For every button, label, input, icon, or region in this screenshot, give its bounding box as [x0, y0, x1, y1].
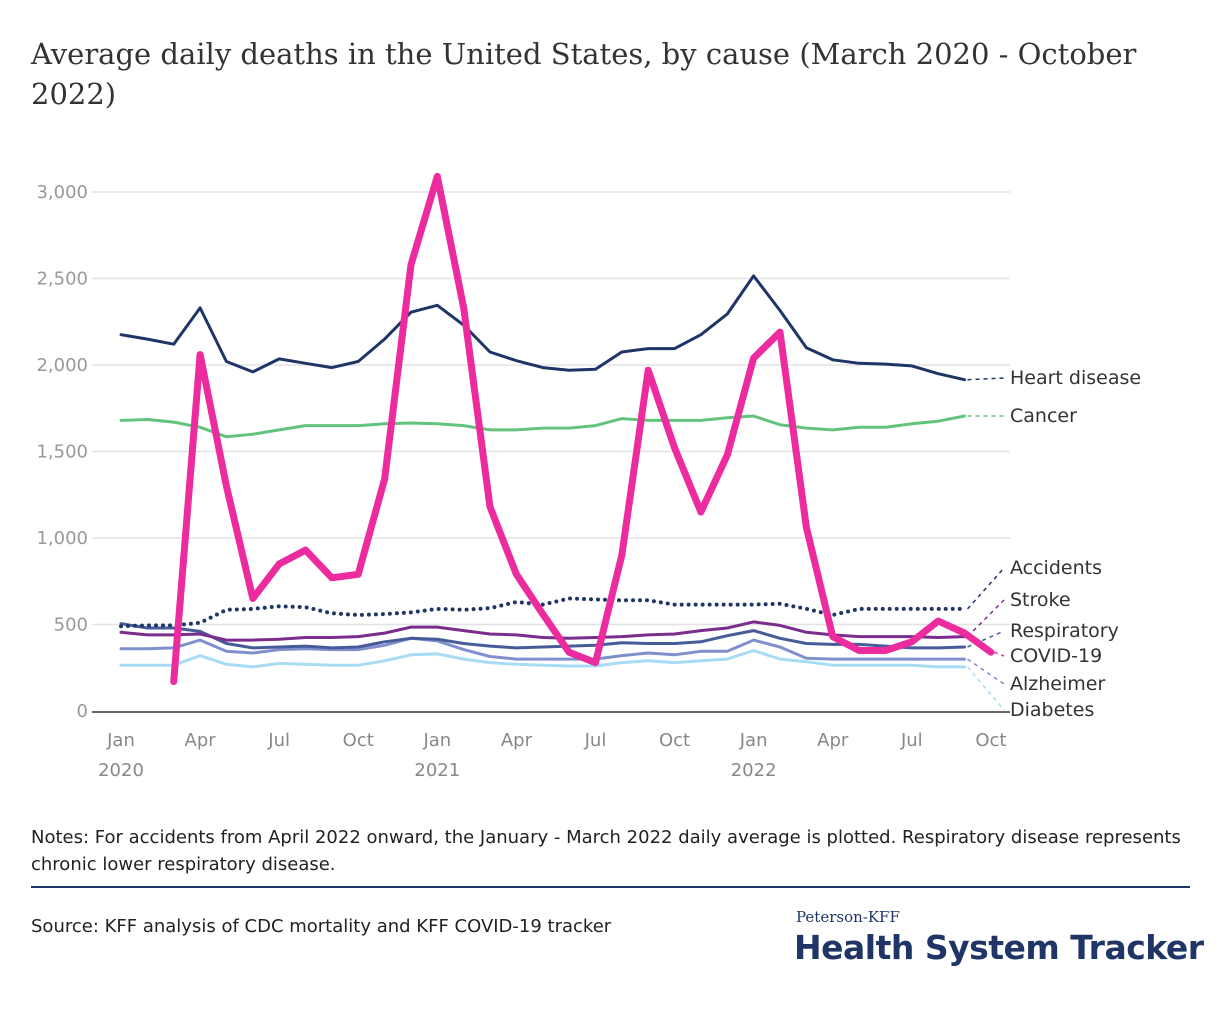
y-tick-label: 500	[54, 615, 88, 636]
label-connector	[966, 666, 1005, 711]
x-tick-label: Apr	[501, 730, 533, 751]
series-line-diabetes	[119, 649, 966, 669]
chart-source: Source: KFF analysis of CDC mortality an…	[31, 916, 612, 937]
logo-peterson-kff: Peterson-KFF	[796, 908, 900, 926]
y-tick-label: 2,500	[36, 269, 88, 290]
y-tick-label: 2,000	[36, 355, 88, 376]
series-line-cancer	[119, 414, 966, 439]
series-line-respiratory	[119, 622, 966, 650]
x-tick-label: Jul	[900, 730, 923, 751]
series-line-covid-19	[170, 172, 995, 686]
label-connector	[967, 630, 1005, 648]
x-tick-label: Jul	[267, 730, 290, 751]
label-connector	[967, 377, 1005, 381]
series-label: Accidents	[1010, 557, 1102, 579]
series-label: Alzheimer	[1010, 673, 1105, 695]
logo-health-system-tracker: Health System Tracker	[794, 928, 1204, 967]
series-line-accidents	[119, 596, 967, 629]
series-label: Diabetes	[1010, 699, 1094, 721]
divider	[31, 886, 1190, 888]
x-tick-year: 2022	[731, 760, 777, 781]
label-connector	[967, 658, 1005, 685]
x-tick-label: Jan	[106, 730, 135, 751]
y-tick-label: 1,000	[36, 528, 88, 549]
series-label: Cancer	[1010, 405, 1077, 427]
series-label: Stroke	[1010, 589, 1071, 611]
x-tick-label: Oct	[975, 730, 1006, 751]
x-tick-label: Jul	[584, 730, 607, 751]
series-label: Heart disease	[1010, 367, 1141, 389]
x-tick-label: Jan	[422, 730, 451, 751]
x-tick-label: Oct	[659, 730, 690, 751]
chart-notes: Notes: For accidents from April 2022 onw…	[31, 827, 1181, 875]
x-tick-year: 2021	[414, 760, 460, 781]
x-tick-label: Oct	[343, 730, 374, 751]
series-label: Respiratory	[1010, 620, 1119, 642]
label-connector	[966, 567, 1005, 610]
y-tick-label: 1,500	[36, 442, 88, 463]
x-tick-year: 2020	[98, 760, 144, 781]
label-connector	[966, 599, 1005, 638]
x-tick-label: Apr	[817, 730, 849, 751]
series-label: COVID-19	[1010, 645, 1102, 667]
x-tick-label: Jan	[739, 730, 768, 751]
line-chart: 0 500 1,000 1,500 2,000 2,500 3,000 Jan 2020 Apr J…	[36, 172, 1141, 781]
x-tick-label: Apr	[185, 730, 217, 751]
label-connector	[993, 651, 1005, 657]
y-tick-label: 0	[77, 701, 88, 722]
chart-title: Average daily deaths in the United State…	[31, 37, 1137, 111]
series-line-alzheimer	[119, 636, 966, 661]
series-line-heart-disease	[119, 274, 966, 382]
series-line-stroke	[119, 620, 966, 642]
y-tick-label: 3,000	[36, 182, 88, 203]
